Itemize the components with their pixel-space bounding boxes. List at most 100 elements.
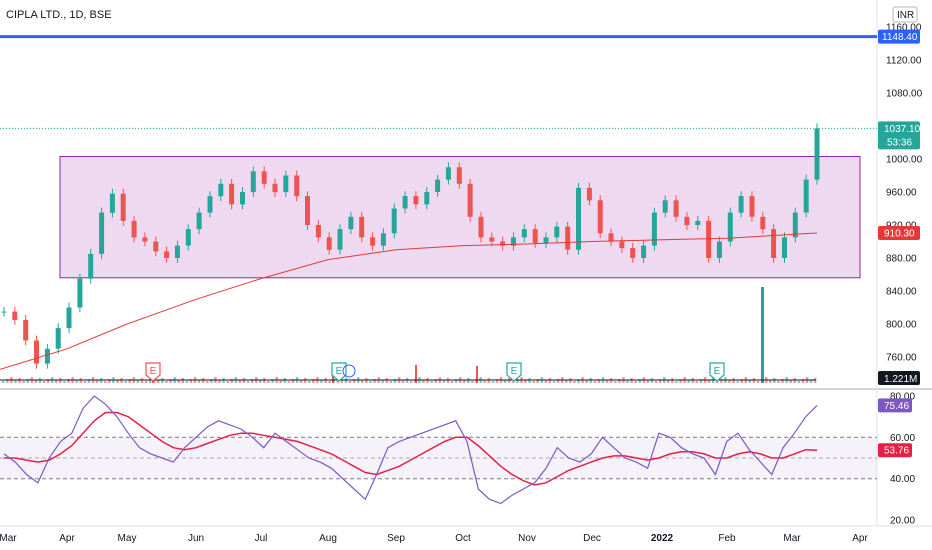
candle-body xyxy=(283,175,289,192)
candle-body xyxy=(695,220,701,225)
volume-bar xyxy=(536,379,539,383)
candle-body xyxy=(294,175,300,197)
rsi-tick-label: 80.00 xyxy=(890,392,915,403)
candle-body xyxy=(337,229,343,250)
volume-bar xyxy=(801,379,805,383)
rsi-tick-label: 40.00 xyxy=(890,474,915,485)
symbol-title[interactable]: CIPLA LTD., 1D, BSE xyxy=(6,9,112,21)
candle-body xyxy=(23,319,29,341)
volume-bar xyxy=(769,380,772,383)
volume-spike-bar xyxy=(761,287,764,383)
candle-body xyxy=(153,241,159,252)
ma-200-line[interactable] xyxy=(0,232,818,370)
candle-body xyxy=(402,196,408,209)
volume-bar xyxy=(197,380,201,383)
candle-body xyxy=(641,245,647,258)
volume-bar xyxy=(442,380,446,383)
volume-bar xyxy=(687,380,690,383)
earnings-marker[interactable]: E xyxy=(709,362,725,382)
candle-body xyxy=(760,216,766,230)
volume-bar xyxy=(415,365,417,383)
volume-bar xyxy=(476,366,478,383)
volume-bar xyxy=(524,380,527,383)
volume-bar xyxy=(389,381,393,383)
candle-body xyxy=(521,229,527,238)
candle-body xyxy=(630,248,636,258)
candle-body xyxy=(586,187,592,201)
volume-bar xyxy=(55,380,58,383)
price-tick-label: 1000.00 xyxy=(886,155,923,166)
price-tick-label: 760.00 xyxy=(886,353,917,364)
volume-bar xyxy=(454,379,458,383)
volume-bar xyxy=(532,381,535,383)
volume-bar xyxy=(238,380,242,383)
resistance-badge: 1148.40 xyxy=(878,29,920,44)
volume-bar xyxy=(483,380,486,383)
earnings-marker[interactable]: E xyxy=(331,362,347,382)
candle-body xyxy=(250,171,256,192)
volume-bar xyxy=(593,381,597,383)
volume-badge: 1.221M xyxy=(878,371,920,385)
candle-body xyxy=(99,212,105,254)
svg-text:1148.40: 1148.40 xyxy=(882,32,918,43)
volume-bar xyxy=(312,379,315,383)
volume-bar xyxy=(512,381,515,383)
price-axis-ticks[interactable]: 1160.001120.001080.001000.00960.00920.00… xyxy=(886,23,923,364)
volume-bar xyxy=(679,379,682,383)
rsi-tick-label: 20.00 xyxy=(890,516,915,527)
volume-bar xyxy=(634,381,637,383)
earnings-marker[interactable]: E xyxy=(145,362,161,382)
price-tick-label: 1160.00 xyxy=(886,23,922,34)
dividend-marker[interactable] xyxy=(342,364,356,378)
volume-bar xyxy=(177,380,180,383)
svg-text:1037.10: 1037.10 xyxy=(884,124,921,135)
volume-bar xyxy=(340,380,344,383)
svg-text:910.30: 910.30 xyxy=(884,229,915,240)
candle-body xyxy=(120,193,126,221)
volume-bar xyxy=(736,381,739,383)
candle-body xyxy=(771,229,777,258)
candle-body xyxy=(12,311,18,320)
rsi-line[interactable] xyxy=(3,395,818,505)
candle-body xyxy=(77,278,83,308)
volume-bar xyxy=(756,381,760,383)
candle-body xyxy=(435,179,441,192)
time-axis-ticks[interactable]: Mar Apr May Jun Jul Aug Sep Oct Nov Dec 2022 Feb Mar… xyxy=(0,533,868,544)
volume-bar xyxy=(654,381,658,383)
svg-text:53:36: 53:36 xyxy=(887,137,912,148)
candle-body xyxy=(673,200,679,217)
volume-bar xyxy=(471,381,474,383)
volume-bar xyxy=(148,379,152,383)
candle-body xyxy=(391,208,397,234)
time-tick-label: Nov xyxy=(518,533,536,544)
volume-bar xyxy=(87,379,91,383)
volume-bar xyxy=(157,380,160,383)
candle-body xyxy=(240,192,245,205)
volume-bar xyxy=(618,379,621,383)
price-tick-label: 1120.00 xyxy=(886,56,922,67)
volume-bar xyxy=(422,380,425,383)
rsi-ma-line[interactable] xyxy=(4,411,818,486)
rsi-axis-ticks[interactable]: 80.00 60.00 40.00 20.00 xyxy=(890,392,915,527)
volume-bar xyxy=(108,379,111,383)
candle-body xyxy=(370,237,376,246)
price-tick-label: 1080.00 xyxy=(886,89,923,100)
candle-body xyxy=(445,167,451,180)
candle-body xyxy=(164,251,170,258)
price-pane[interactable] xyxy=(0,0,877,387)
candle-body xyxy=(348,216,354,230)
candle-body xyxy=(196,212,202,230)
svg-text:75.46: 75.46 xyxy=(884,401,909,412)
currency-label[interactable]: INR xyxy=(897,10,914,21)
volume-bar xyxy=(516,379,519,383)
candle-body xyxy=(305,196,310,225)
earnings-marker[interactable]: E xyxy=(506,362,522,382)
volume-bar xyxy=(716,381,719,383)
time-tick-label: Apr xyxy=(852,533,868,544)
candle-body xyxy=(814,128,820,180)
volume-bar xyxy=(748,380,752,383)
volume-bar xyxy=(210,379,213,383)
volume-bar xyxy=(348,381,352,383)
